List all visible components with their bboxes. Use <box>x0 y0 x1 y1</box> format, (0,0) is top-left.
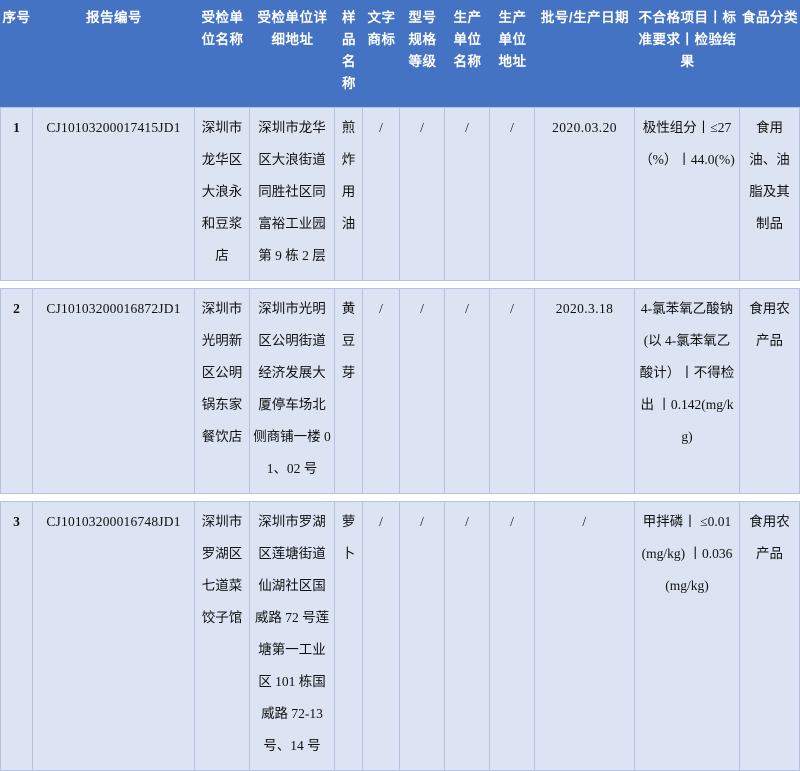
cell-unit-name: 深圳市罗湖区七道菜饺子馆 <box>195 501 250 771</box>
column-header-index: 序号 <box>0 0 33 107</box>
cell-brand: / <box>363 107 400 281</box>
row-gutter-cell <box>0 281 800 288</box>
table-header-row: 序号 报告编号 受检单位名称 受检单位详细地址 样品名称 文字商标 型号规格等级… <box>0 0 800 107</box>
row-gutter <box>0 494 800 501</box>
cell-brand: / <box>363 288 400 494</box>
table-header: 序号 报告编号 受检单位名称 受检单位详细地址 样品名称 文字商标 型号规格等级… <box>0 0 800 107</box>
cell-food-category: 食用油、油脂及其制品 <box>740 107 800 281</box>
table-row: 3 CJ10103200016748JD1 深圳市罗湖区七道菜饺子馆 深圳市罗湖… <box>0 501 800 771</box>
cell-brand: / <box>363 501 400 771</box>
cell-unit-address: 深圳市罗湖区莲塘街道仙湖社区国威路 72 号莲塘第一工业区 101 栋国威路 7… <box>250 501 335 771</box>
cell-batch-date: 2020.03.20 <box>535 107 635 281</box>
table-row: 1 CJ10103200017415JD1 深圳市龙华区大浪永和豆浆店 深圳市龙… <box>0 107 800 281</box>
cell-producer-address: / <box>490 501 535 771</box>
cell-producer-name: / <box>445 501 490 771</box>
cell-sample-name: 萝卜 <box>335 501 363 771</box>
cell-spec: / <box>400 501 445 771</box>
column-header-unit-name: 受检单位名称 <box>195 0 250 107</box>
cell-spec: / <box>400 288 445 494</box>
table-row: 2 CJ10103200016872JD1 深圳市光明新区公明锅东家餐饮店 深圳… <box>0 288 800 494</box>
cell-producer-address: / <box>490 107 535 281</box>
cell-result: 甲拌磷丨 ≤0.01 (mg/kg) 丨0.036(mg/kg) <box>635 501 740 771</box>
cell-sample-name: 黄豆芽 <box>335 288 363 494</box>
cell-batch-date: 2020.3.18 <box>535 288 635 494</box>
row-gutter-cell <box>0 494 800 501</box>
column-header-unit-address: 受检单位详细地址 <box>250 0 335 107</box>
column-header-producer-address: 生产单位地址 <box>490 0 535 107</box>
column-header-result: 不合格项目丨标准要求丨检验结果 <box>635 0 740 107</box>
cell-result: 4-氯苯氧乙酸钠(以 4-氯苯氧乙酸计）丨不得检出 丨0.142(mg/kg) <box>635 288 740 494</box>
cell-producer-name: / <box>445 107 490 281</box>
cell-result: 极性组分丨≤27（%）丨44.0(%) <box>635 107 740 281</box>
row-gutter <box>0 281 800 288</box>
cell-sample-name: 煎炸用油 <box>335 107 363 281</box>
cell-unit-name: 深圳市龙华区大浪永和豆浆店 <box>195 107 250 281</box>
cell-report-no: CJ10103200016872JD1 <box>33 288 195 494</box>
cell-food-category: 食用农产品 <box>740 501 800 771</box>
column-header-brand: 文字商标 <box>363 0 400 107</box>
column-header-sample-name: 样品名称 <box>335 0 363 107</box>
cell-report-no: CJ10103200017415JD1 <box>33 107 195 281</box>
cell-batch-date: / <box>535 501 635 771</box>
cell-report-no: CJ10103200016748JD1 <box>33 501 195 771</box>
table-body: 1 CJ10103200017415JD1 深圳市龙华区大浪永和豆浆店 深圳市龙… <box>0 107 800 771</box>
cell-producer-address: / <box>490 288 535 494</box>
cell-unit-address: 深圳市龙华区大浪街道同胜社区同富裕工业园第 9 栋 2 层 <box>250 107 335 281</box>
column-header-report-no: 报告编号 <box>33 0 195 107</box>
cell-producer-name: / <box>445 288 490 494</box>
column-header-batch-date: 批号/生产日期 <box>535 0 635 107</box>
column-header-food-category: 食品分类 <box>740 0 800 107</box>
cell-index: 1 <box>0 107 33 281</box>
column-header-spec: 型号规格等级 <box>400 0 445 107</box>
cell-index: 2 <box>0 288 33 494</box>
cell-food-category: 食用农产品 <box>740 288 800 494</box>
cell-spec: / <box>400 107 445 281</box>
cell-unit-name: 深圳市光明新区公明锅东家餐饮店 <box>195 288 250 494</box>
cell-unit-address: 深圳市光明区公明街道经济发展大厦停车场北侧商铺一楼 01、02 号 <box>250 288 335 494</box>
cell-index: 3 <box>0 501 33 771</box>
column-header-producer-name: 生产单位名称 <box>445 0 490 107</box>
